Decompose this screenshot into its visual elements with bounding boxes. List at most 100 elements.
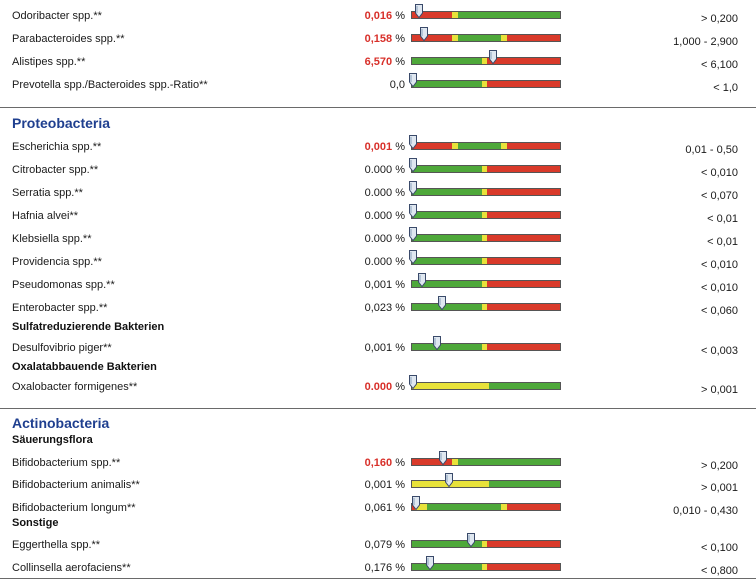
value-marker-icon [409,158,417,172]
gauge-segment-red [487,304,560,310]
reference-range: < 0,010 [700,259,738,271]
value-marker-icon [489,50,497,64]
result-value: 0,016 % [365,10,405,22]
result-value: 0,001 % [365,279,405,291]
gauge-segment-yellow [482,58,488,64]
result-number: 0,001 [364,279,393,291]
result-row: Odoribacter spp.** 0,016 % > 0,200 [0,4,756,28]
gauge-segment-green [458,459,560,465]
result-number: 0.000 [364,256,393,268]
reference-range: < 0,070 [700,190,738,202]
gauge-segment-yellow [482,304,488,310]
result-row: Bifidobacterium longum** 0,061 % 0,010 - 0… [0,496,756,520]
result-unit: % [395,210,405,222]
reference-range: < 0,060 [700,305,738,317]
parameter-name: Oxalobacter formigenes** [12,381,138,393]
value-marker-icon [439,451,447,465]
result-unit: % [395,381,405,393]
result-unit: % [395,479,405,491]
gauge-segment-green [458,12,560,18]
result-value: 0.000 % [365,164,405,176]
gauge-segment-green [412,304,482,310]
gauge-segment-yellow [412,383,489,389]
parameter-name: Prevotella spp./Bacteroides spp.-Ratio** [12,79,208,91]
result-row: Eggerthella spp.** 0,079 % < 0,100 [0,533,756,557]
range-gauge [411,211,561,219]
result-number: 0.000 [364,210,393,222]
result-value: 0,079 % [365,539,405,551]
range-gauge [411,142,561,150]
reference-range: > 0,200 [700,460,738,472]
result-number: 0.000 [364,164,393,176]
result-row: Alistipes spp.** 6,570 % < 6,100 [0,50,756,74]
value-marker-icon [409,250,417,264]
gauge-segment-green [427,504,501,510]
range-gauge [411,458,561,466]
parameter-name: Citrobacter spp.** [12,164,99,176]
range-gauge [411,80,561,88]
parameter-name: Collinsella aerofaciens** [12,562,131,574]
result-value: 0,001 % [365,141,405,153]
reference-range: < 0,800 [700,565,738,577]
gauge-segment-yellow [452,12,458,18]
result-unit: % [395,342,405,354]
result-unit: % [395,539,405,551]
result-value: 0,160 % [365,457,405,469]
parameter-name: Desulfovibrio piger** [12,342,112,354]
result-unit: % [395,141,405,153]
gauge-segment-red [487,235,560,241]
gauge-segment-yellow [452,143,458,149]
parameter-name: Eggerthella spp.** [12,539,101,551]
reference-range: < 0,010 [700,167,738,179]
gauge-segment-green [412,235,482,241]
gauge-segment-red [487,189,560,195]
gauge-segment-red [487,58,560,64]
result-unit: % [395,233,405,245]
parameter-name: Pseudomonas spp.** [12,279,115,291]
result-number: 0,158 [364,33,393,45]
range-gauge [411,563,561,571]
result-number: 0,016 [364,10,393,22]
gauge-segment-yellow [501,35,507,41]
result-number: 0,001 [364,141,393,153]
result-value: 0,0 [390,79,405,91]
gauge-segment-red [487,281,560,287]
result-row: Pseudomonas spp.** 0,001 % < 0,010 [0,273,756,297]
gauge-segment-red [507,143,560,149]
result-unit: % [395,56,405,68]
gauge-segment-red [507,35,560,41]
range-gauge [411,34,561,42]
reference-range: > 0,200 [700,13,738,25]
gauge-segment-red [487,212,560,218]
result-row: Escherichia spp.** 0,001 % 0,01 - 0,50 [0,135,756,159]
gauge-segment-green [412,344,482,350]
gauge-segment-yellow [482,281,488,287]
result-row: Collinsella aerofaciens** 0,176 % < 0,800 [0,556,756,580]
result-row: Bifidobacterium spp.** 0,160 % > 0,200 [0,451,756,475]
gauge-segment-yellow [452,459,458,465]
value-marker-icon [409,181,417,195]
subsection-title: Säuerungsflora [12,434,93,446]
value-marker-icon [438,296,446,310]
result-value: 0,023 % [365,302,405,314]
reference-range: < 6,100 [700,59,738,71]
parameter-name: Providencia spp.** [12,256,102,268]
gauge-segment-yellow [482,344,488,350]
result-row: Serratia spp.** 0.000 % < 0,070 [0,181,756,205]
gauge-segment-yellow [482,189,488,195]
range-gauge [411,540,561,548]
result-number: 0.000 [364,381,393,393]
result-unit: % [395,256,405,268]
gauge-segment-red [412,459,452,465]
result-value: 0,061 % [365,502,405,514]
gauge-segment-yellow [415,504,427,510]
gauge-segment-green [412,258,482,264]
range-gauge [411,257,561,265]
parameter-name: Escherichia spp.** [12,141,102,153]
gauge-segment-green [412,564,482,570]
section-divider [0,107,756,108]
reference-range: 0,010 - 0,430 [673,505,738,517]
gauge-segment-green [412,189,482,195]
section-title-actinobacteria: Actinobacteria [12,415,110,431]
